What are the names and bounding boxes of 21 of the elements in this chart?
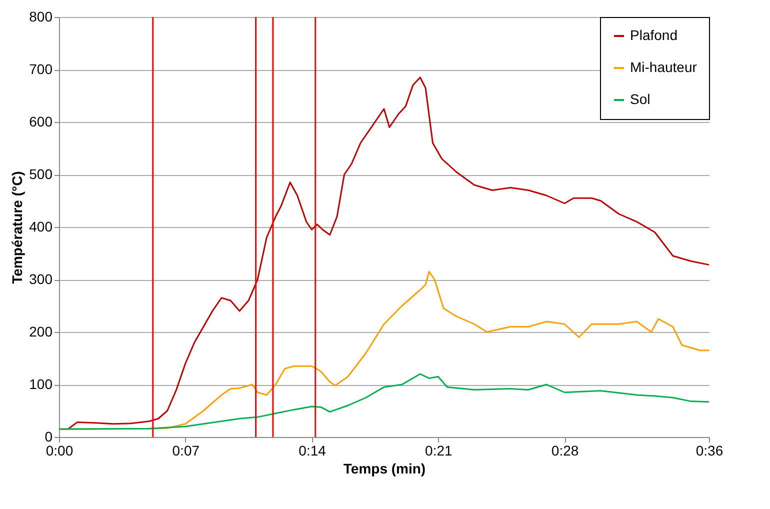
legend-label: Mi-hauteur xyxy=(630,59,698,75)
legend-label: Sol xyxy=(630,91,650,107)
y-tick-label: 0 xyxy=(44,428,53,444)
legend-label: Plafond xyxy=(630,27,678,43)
x-axis-title: Temps (min) xyxy=(343,460,426,476)
y-tick-label: 500 xyxy=(29,166,53,182)
x-tick-label: 0:36 xyxy=(696,442,724,458)
x-tick-label: 0:28 xyxy=(551,442,579,458)
x-tick-label: 0:21 xyxy=(425,442,453,458)
y-tick-label: 200 xyxy=(29,324,53,340)
y-axis-title: Température (°C) xyxy=(9,171,26,284)
y-tick-label: 700 xyxy=(29,61,53,77)
y-tick-label: 400 xyxy=(29,218,53,234)
y-tick-label: 300 xyxy=(29,271,53,287)
y-tick-label: 600 xyxy=(29,114,53,130)
y-tick-label: 800 xyxy=(29,8,53,24)
line-series xyxy=(58,373,710,430)
x-tick-label: 0:07 xyxy=(172,442,200,458)
y-tick-label: 100 xyxy=(29,376,53,392)
x-tick-label: 0:14 xyxy=(298,442,326,458)
x-tick-label: 0:00 xyxy=(46,442,74,458)
